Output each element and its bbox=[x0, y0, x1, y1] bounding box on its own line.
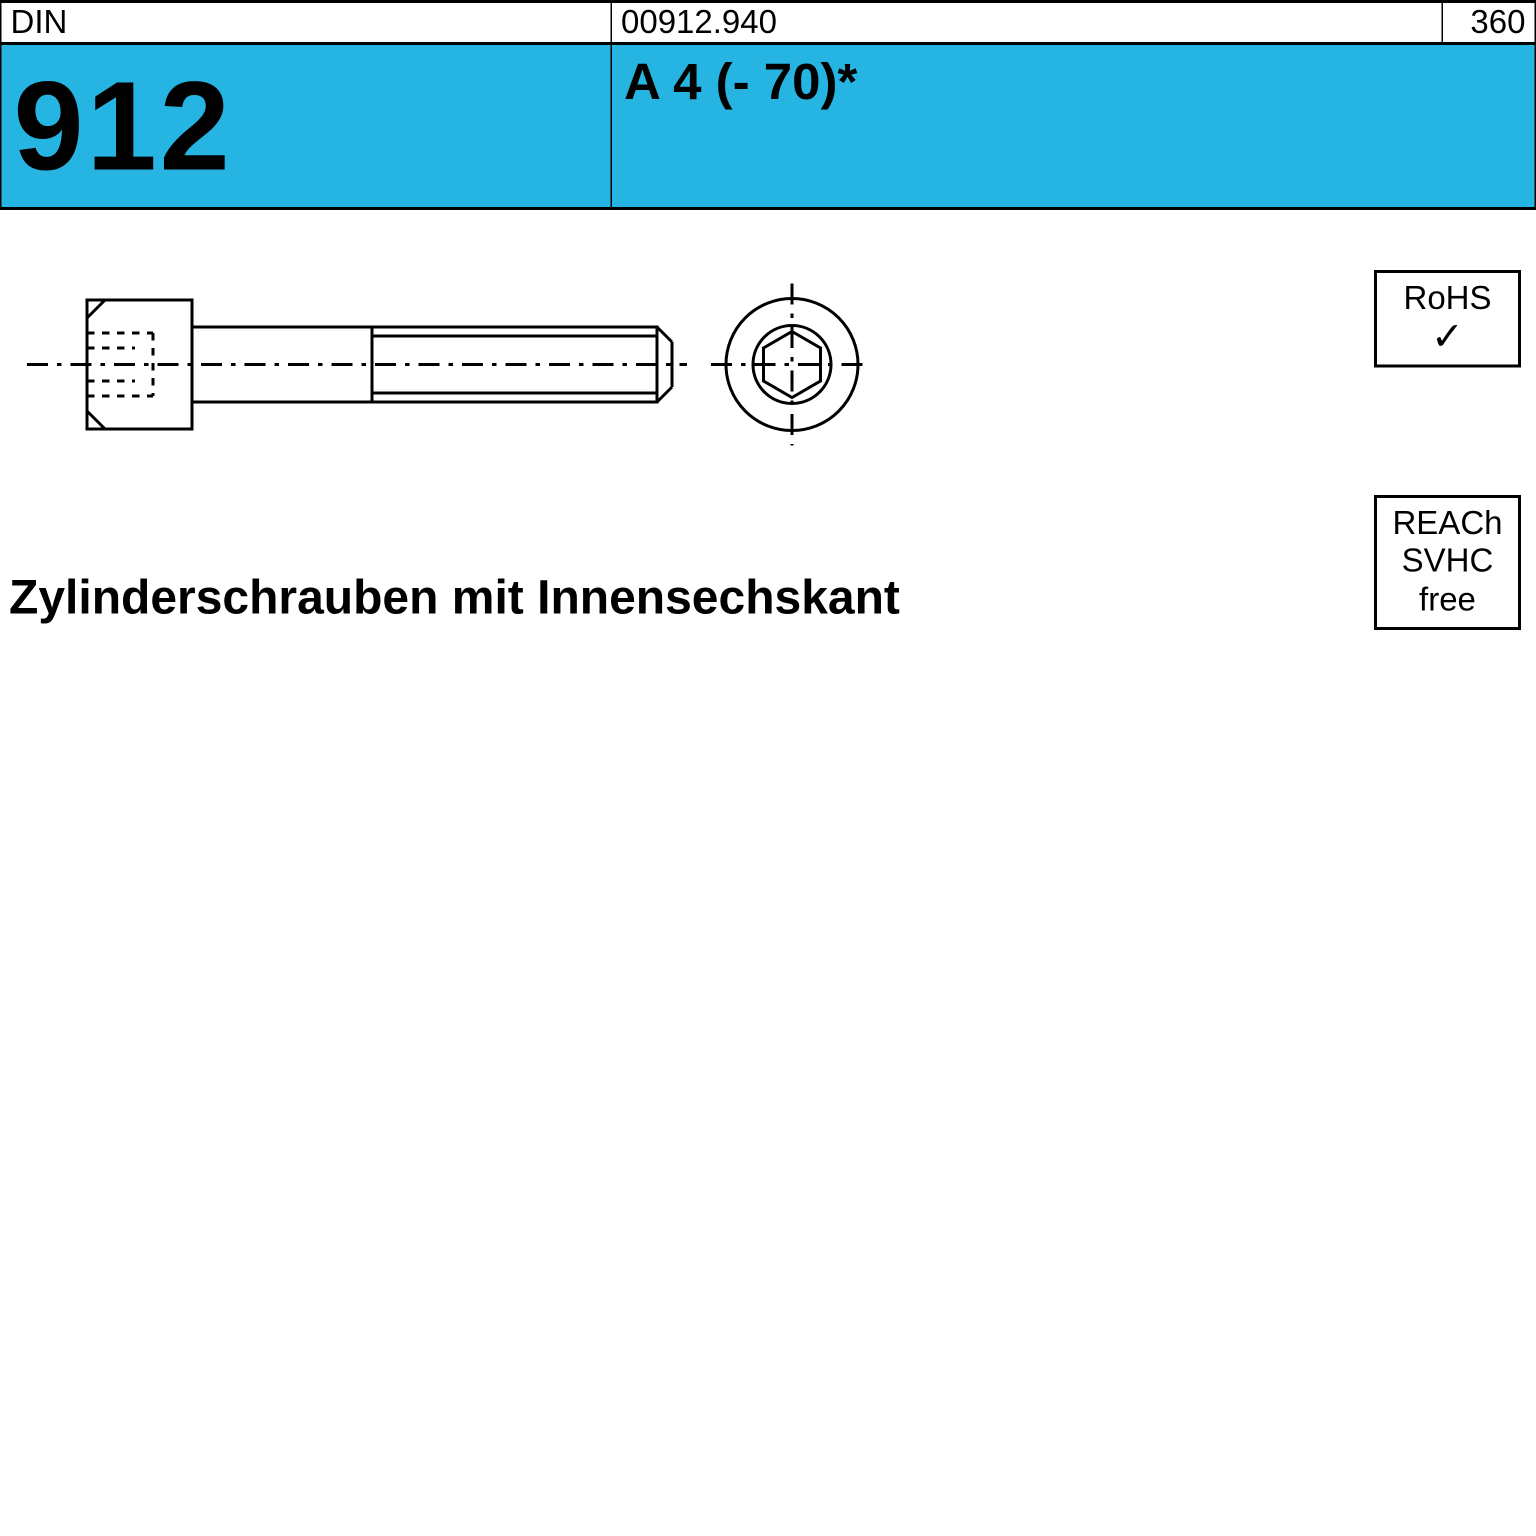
material-grade: A 4 (- 70)* bbox=[612, 45, 1536, 207]
rohs-label: RoHS bbox=[1380, 279, 1515, 317]
product-description: Zylinderschrauben mit Innensechskant bbox=[9, 570, 900, 626]
standard-number: 912 bbox=[0, 45, 612, 207]
reach-line1: REACh bbox=[1380, 504, 1515, 542]
check-icon: ✓ bbox=[1380, 317, 1515, 356]
title-row: 912 A 4 (- 70)* bbox=[0, 45, 1536, 210]
rohs-badge: RoHS ✓ bbox=[1374, 270, 1521, 368]
quantity: 360 bbox=[1443, 3, 1536, 42]
header-row: DIN 00912.940 360 bbox=[0, 0, 1536, 45]
standard-label: DIN bbox=[0, 3, 612, 42]
screw-drawing-icon bbox=[27, 267, 867, 462]
body-area: Zylinderschrauben mit Innensechskant RoH… bbox=[0, 210, 1536, 765]
reach-line2: SVHC bbox=[1380, 542, 1515, 580]
reach-badge: REACh SVHC free bbox=[1374, 495, 1521, 630]
reach-line3: free bbox=[1380, 580, 1515, 618]
article-code: 00912.940 bbox=[612, 3, 1443, 42]
